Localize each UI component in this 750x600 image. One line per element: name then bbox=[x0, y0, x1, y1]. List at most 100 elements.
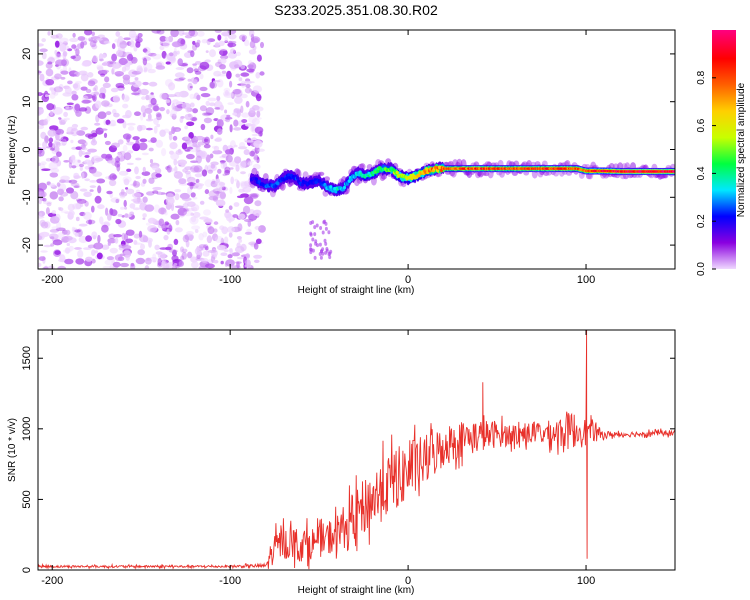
snr-y-axis: 0 500 1000 1500 bbox=[21, 346, 675, 573]
noise-blob bbox=[94, 157, 104, 162]
noise-blob bbox=[161, 261, 170, 269]
noise-blob bbox=[148, 81, 158, 87]
noise-blob bbox=[189, 102, 195, 108]
noise-blob bbox=[244, 87, 252, 94]
noise-blob bbox=[84, 165, 91, 170]
noise-blob bbox=[39, 48, 48, 53]
track-segment bbox=[342, 185, 347, 190]
noise-blob bbox=[210, 249, 218, 258]
noise-blob bbox=[150, 137, 157, 144]
noise-blob bbox=[155, 139, 163, 148]
noise-blob bbox=[67, 203, 75, 212]
track-scatter bbox=[323, 238, 327, 243]
noise-blob bbox=[199, 105, 207, 112]
noise-blob bbox=[80, 126, 89, 131]
noise-blob bbox=[205, 50, 209, 53]
noise-blob bbox=[88, 219, 92, 225]
noise-blob bbox=[43, 118, 49, 126]
noise-blob bbox=[251, 123, 256, 127]
noise-blob bbox=[90, 130, 98, 138]
noise-blob bbox=[208, 102, 216, 107]
noise-blob bbox=[99, 128, 108, 131]
noise-blob bbox=[244, 259, 251, 267]
y-tick-label: 10 bbox=[21, 96, 33, 108]
noise-blob bbox=[187, 251, 193, 259]
noise-blob bbox=[193, 165, 203, 173]
noise-blob bbox=[168, 132, 173, 141]
noise-blob bbox=[87, 244, 96, 249]
noise-blob bbox=[141, 171, 151, 177]
noise-blob bbox=[95, 100, 102, 109]
noise-blob bbox=[57, 232, 65, 240]
noise-blob bbox=[101, 100, 110, 107]
noise-blob bbox=[49, 191, 59, 200]
noise-blob bbox=[39, 73, 45, 82]
noise-blob bbox=[255, 117, 262, 120]
noise-blob bbox=[145, 222, 151, 226]
noise-blob bbox=[255, 238, 262, 245]
noise-blob bbox=[52, 107, 63, 115]
noise-blob bbox=[212, 233, 218, 242]
noise-blob bbox=[152, 253, 157, 260]
noise-blob bbox=[40, 161, 47, 166]
noise-blob bbox=[166, 164, 172, 173]
noise-blob bbox=[232, 214, 238, 218]
noise-blob bbox=[42, 141, 48, 149]
noise-blob bbox=[135, 41, 141, 48]
noise-blob bbox=[229, 124, 233, 133]
signal-track bbox=[248, 158, 675, 260]
noise-blob bbox=[180, 255, 185, 261]
noise-blob bbox=[207, 169, 213, 174]
noise-blob bbox=[184, 136, 191, 140]
noise-blob bbox=[142, 57, 148, 66]
noise-blob bbox=[85, 219, 96, 225]
noise-blob bbox=[220, 260, 224, 265]
noise-blob bbox=[101, 62, 109, 66]
noise-blob bbox=[122, 133, 132, 140]
noise-blob bbox=[51, 210, 57, 215]
noise-blob bbox=[240, 171, 246, 175]
noise-blob bbox=[241, 119, 248, 123]
noise-blob bbox=[244, 140, 254, 143]
noise-blob bbox=[219, 191, 226, 200]
noise-blob bbox=[43, 265, 49, 269]
noise-blob bbox=[199, 86, 208, 92]
noise-blob bbox=[188, 30, 196, 37]
noise-blob bbox=[126, 122, 136, 126]
noise-blob bbox=[229, 80, 233, 88]
noise-blob bbox=[184, 113, 193, 121]
noise-blob bbox=[174, 205, 184, 209]
noise-blob bbox=[89, 185, 97, 189]
track-scatter bbox=[323, 219, 327, 224]
noise-blob bbox=[94, 195, 102, 204]
noise-blob bbox=[189, 93, 195, 100]
noise-blob bbox=[190, 192, 196, 198]
noise-blob bbox=[225, 259, 235, 267]
noise-blob bbox=[68, 179, 78, 184]
noise-blob bbox=[227, 42, 237, 48]
noise-blob bbox=[126, 162, 134, 166]
noise-blob bbox=[60, 70, 69, 75]
noise-blob bbox=[102, 82, 111, 89]
noise-blob bbox=[81, 150, 85, 155]
noise-blob bbox=[213, 70, 222, 77]
noise-blob bbox=[70, 139, 74, 144]
noise-blob bbox=[165, 196, 175, 205]
noise-blob bbox=[192, 108, 199, 114]
track-scatter bbox=[309, 231, 313, 236]
x-tick-label: -200 bbox=[41, 575, 63, 587]
noise-blob bbox=[221, 186, 226, 191]
noise-blob bbox=[240, 93, 248, 99]
noise-blob bbox=[125, 255, 130, 261]
noise-blob bbox=[220, 252, 228, 256]
noise-blob bbox=[213, 228, 218, 233]
noise-blob bbox=[79, 166, 84, 171]
noise-blob bbox=[61, 138, 67, 146]
track-segment bbox=[376, 169, 380, 173]
noise-blob bbox=[47, 129, 57, 137]
noise-blob bbox=[38, 256, 46, 261]
noise-blob bbox=[91, 31, 95, 36]
noise-blob bbox=[194, 247, 202, 256]
noise-blob bbox=[56, 221, 62, 230]
track-scatter bbox=[324, 226, 328, 231]
